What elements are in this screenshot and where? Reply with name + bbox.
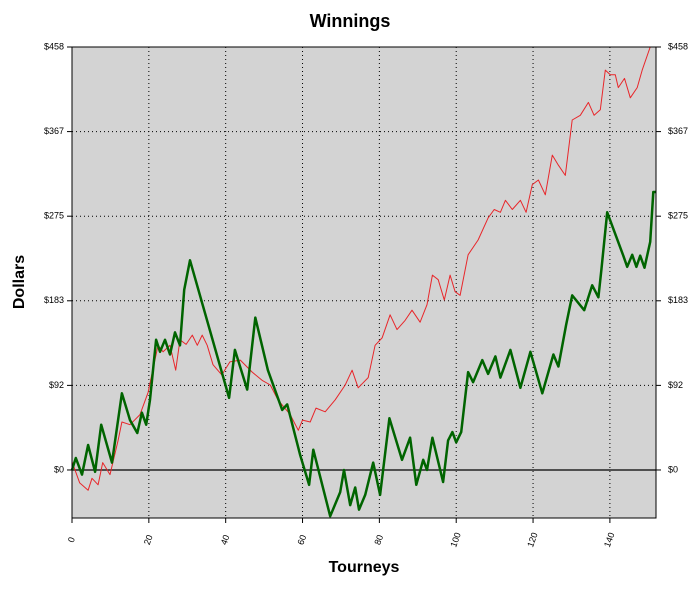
plot-area — [72, 47, 656, 518]
x-tick-label: 140 — [602, 531, 617, 549]
y-tick-label: $275 — [44, 211, 64, 221]
y-tick-label: $367 — [44, 126, 64, 136]
y-tick-label: $458 — [44, 41, 64, 51]
y-tick-label: $183 — [44, 295, 64, 305]
plot-border — [71, 46, 657, 519]
x-tick-label: 40 — [219, 533, 232, 546]
x-tick-label: 60 — [296, 533, 309, 546]
x-tick-label: 120 — [525, 531, 540, 549]
y-tick-label-right: $458 — [668, 41, 688, 51]
y-tick-label-right: $367 — [668, 126, 688, 136]
x-tick-label: 100 — [448, 531, 463, 549]
chart-title: Winnings — [310, 11, 391, 31]
x-tick-label: 20 — [142, 533, 155, 546]
y-axis-label: Dollars — [11, 255, 28, 309]
y-tick-label-right: $92 — [668, 380, 683, 390]
x-axis-label: Tourneys — [329, 559, 400, 576]
data-line — [70, 190, 656, 518]
y-tick-label-right: $0 — [668, 464, 678, 474]
y-tick-label: $92 — [49, 380, 64, 390]
data-line — [71, 46, 656, 491]
x-tick-label: 80 — [372, 533, 385, 546]
y-tick-label-right: $183 — [668, 295, 688, 305]
y-tick-label-right: $275 — [668, 211, 688, 221]
x-tick-label: 0 — [66, 536, 77, 544]
y-tick-label: $0 — [54, 464, 64, 474]
